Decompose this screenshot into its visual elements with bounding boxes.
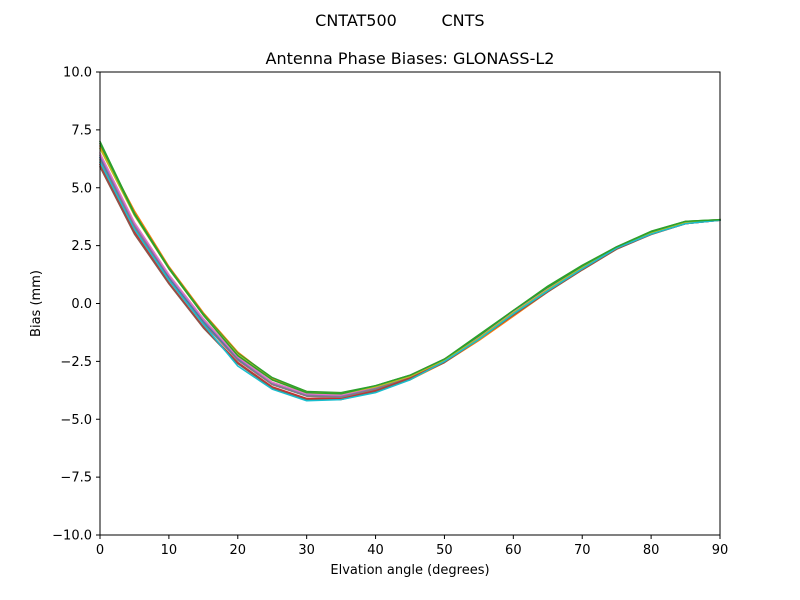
series-line-9 bbox=[98, 147, 721, 395]
x-tick-label: 10 bbox=[161, 543, 178, 558]
x-tick-label: 30 bbox=[298, 543, 315, 558]
plot-area bbox=[98, 71, 721, 536]
series-line-10 bbox=[98, 161, 721, 402]
x-tick-label: 80 bbox=[643, 543, 660, 558]
x-axis-label: Elvation angle (degrees) bbox=[330, 563, 489, 578]
x-axis: 0 10 20 30 40 50 60 70 80 90 bbox=[96, 535, 728, 558]
y-tick-label: 10.0 bbox=[63, 66, 92, 81]
series-line-5 bbox=[98, 154, 721, 397]
x-tick-label: 0 bbox=[96, 543, 104, 558]
x-tick-label: 70 bbox=[574, 543, 591, 558]
y-tick-label: 7.5 bbox=[71, 123, 92, 138]
y-tick-label: 2.5 bbox=[71, 239, 92, 254]
y-tick-label: 5.0 bbox=[71, 181, 92, 196]
y-tick-label: −10.0 bbox=[52, 529, 92, 544]
chart-title: Antenna Phase Biases: GLONASS-L2 bbox=[266, 49, 555, 68]
x-tick-label: 90 bbox=[712, 543, 729, 558]
x-tick-label: 20 bbox=[230, 543, 247, 558]
series-line-1 bbox=[98, 156, 721, 399]
antenna-name: CNTAT500 bbox=[315, 11, 397, 30]
x-tick-label: 50 bbox=[436, 543, 453, 558]
series-line-11 bbox=[98, 142, 721, 395]
series-line-3 bbox=[98, 140, 721, 394]
series-line-6 bbox=[98, 165, 721, 401]
y-axis: −10.0 −7.5 −5.0 −2.5 0.0 2.5 5.0 7.5 10.0 bbox=[52, 66, 100, 544]
x-tick-label: 40 bbox=[367, 543, 384, 558]
series-line-2 bbox=[98, 145, 721, 395]
series-line-8 bbox=[98, 158, 721, 399]
y-axis-label: Bias (mm) bbox=[29, 270, 44, 337]
radome-name: CNTS bbox=[441, 11, 484, 30]
axes-frame bbox=[99, 71, 721, 536]
y-tick-label: −7.5 bbox=[60, 471, 92, 486]
y-tick-label: 0.0 bbox=[71, 297, 92, 312]
series-line-7 bbox=[98, 152, 721, 396]
series-group bbox=[98, 140, 721, 402]
series-line-4 bbox=[98, 163, 721, 400]
y-tick-label: −2.5 bbox=[60, 355, 92, 370]
y-tick-label: −5.0 bbox=[60, 413, 92, 428]
x-tick-label: 60 bbox=[505, 543, 522, 558]
